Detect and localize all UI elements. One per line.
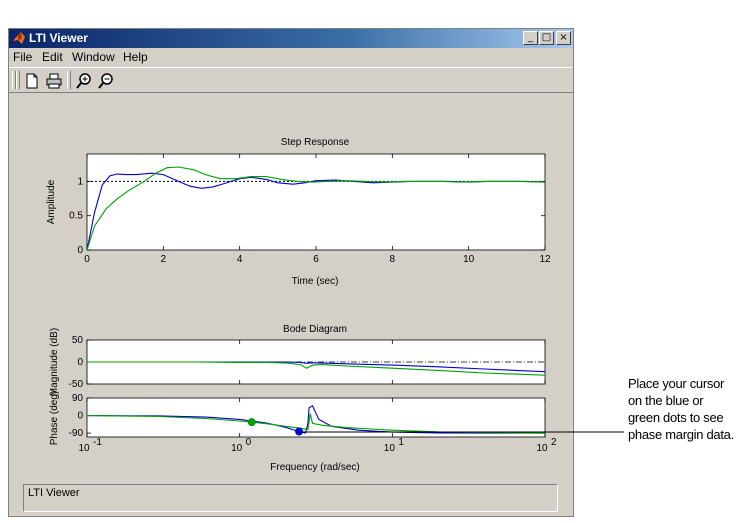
status-bar: LTI Viewer [23, 484, 558, 512]
title-bar[interactable]: LTI Viewer _ □ × [9, 29, 573, 48]
bode-xtick-exponent: 1 [398, 437, 404, 448]
bode-xtick-label: 10 [384, 443, 396, 454]
menu-file[interactable]: File [13, 50, 33, 64]
phase-ytick-label: 90 [72, 393, 84, 404]
window-title: LTI Viewer [29, 31, 88, 45]
magnitude-ytick-label: 50 [72, 335, 84, 346]
magnitude-series-green[interactable] [87, 361, 546, 376]
menu-edit[interactable]: Edit [42, 50, 63, 64]
step-xtick-label: 0 [84, 254, 90, 265]
magnitude-ytick-label: 0 [77, 357, 83, 368]
step-title: Step Response [281, 137, 350, 148]
bode-xtick-label: 10 [78, 443, 90, 454]
bode-ylabel-phase: Phase (deg) [49, 391, 60, 445]
menu-bar: File Edit Window Help [9, 48, 573, 66]
phase-ytick-label: -90 [69, 428, 84, 439]
step-ylabel: Amplitude [46, 179, 57, 224]
toolbar-grip[interactable] [12, 71, 16, 89]
step-xtick-label: 12 [539, 254, 551, 265]
bode-xtick-exponent: -1 [93, 437, 102, 448]
toolbar-separator [67, 71, 71, 89]
step-xtick-label: 6 [313, 254, 319, 265]
step-ytick-label: 1 [77, 176, 83, 187]
zoom-in-icon[interactable] [75, 72, 93, 90]
annotation-line-3: green dots to see [628, 410, 724, 425]
toolbar [9, 67, 573, 93]
annotation-line-1: Place your cursor [628, 376, 725, 391]
bode-title: Bode Diagram [283, 324, 347, 335]
bode-phase-axes[interactable] [86, 397, 546, 438]
bode-ylabel-magnitude: Magnitude (dB) [49, 328, 60, 396]
step-ytick-label: 0 [77, 245, 83, 256]
maximize-button[interactable]: □ [539, 31, 554, 45]
annotation-line-2: on the blue or [628, 393, 704, 408]
minimize-button[interactable]: _ [523, 31, 538, 45]
bode-xtick-exponent: 0 [246, 437, 252, 448]
step-response-axes[interactable] [86, 153, 546, 251]
menu-window[interactable]: Window [72, 50, 115, 64]
bode-xtick-exponent: 2 [551, 437, 557, 448]
print-icon[interactable] [45, 72, 63, 90]
phase-margin-marker-green[interactable] [247, 418, 256, 427]
toolbar-grip-2 [16, 71, 20, 89]
bode-xtick-label: 10 [536, 443, 548, 454]
step-series-green[interactable] [86, 166, 546, 251]
bode-xtick-label: 10 [231, 443, 243, 454]
matlab-logo-icon [13, 32, 25, 44]
step-xtick-label: 2 [161, 254, 167, 265]
annotation-callout: Place your cursor on the blue or green d… [628, 375, 748, 443]
step-xtick-label: 4 [237, 254, 243, 265]
step-xtick-label: 10 [463, 254, 475, 265]
zoom-out-icon[interactable] [97, 72, 115, 90]
bode-xlabel: Frequency (rad/sec) [270, 462, 359, 473]
step-xlabel: Time (sec) [292, 276, 339, 287]
status-text: LTI Viewer [28, 487, 80, 499]
magnitude-ytick-label: -50 [69, 379, 84, 390]
close-button[interactable]: × [556, 31, 571, 45]
step-xtick-label: 8 [390, 254, 396, 265]
phase-margin-marker-blue[interactable] [295, 427, 304, 436]
annotation-line-4: phase margin data. [628, 427, 734, 442]
menu-help[interactable]: Help [123, 50, 148, 64]
new-file-icon[interactable] [23, 72, 41, 90]
phase-series-green[interactable] [86, 413, 546, 434]
step-ytick-label: 0.5 [69, 211, 83, 222]
phase-ytick-label: 0 [77, 411, 83, 422]
